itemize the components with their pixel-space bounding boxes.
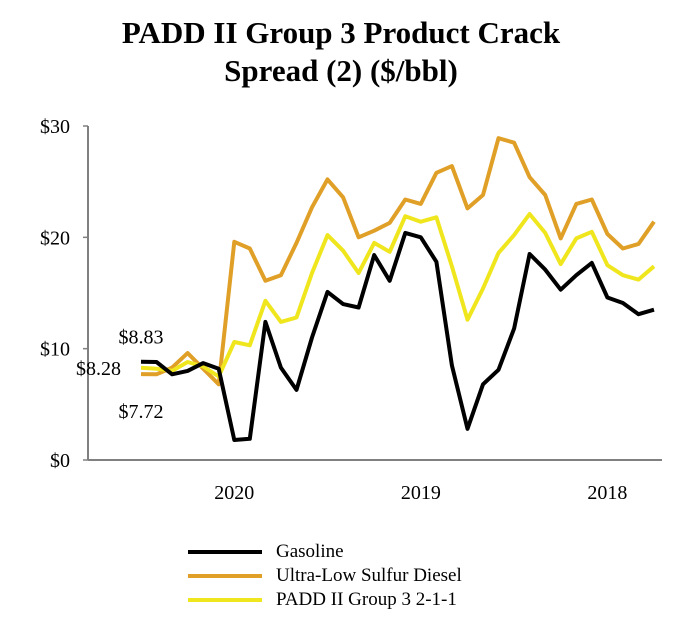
legend-swatch-group3-211	[188, 598, 262, 602]
legend-item-ulsd: Ultra-Low Sulfur Diesel	[188, 564, 462, 588]
chart-title-line-2: Spread (2) ($/bbl)	[224, 53, 458, 88]
chart-axes: $0 $10 $20 $30 2020 2019 2018	[40, 116, 662, 504]
chart-series	[140, 136, 656, 442]
legend-swatch-ulsd	[188, 574, 262, 578]
y-tick-label: $10	[40, 339, 70, 361]
data-label: $7.72	[119, 401, 164, 423]
legend-item-gasoline: Gasoline	[188, 540, 462, 564]
x-tick-label: 2020	[214, 482, 254, 504]
chart-title-line-1: PADD II Group 3 Product Crack	[121, 15, 561, 50]
y-tick-label: $0	[50, 450, 70, 472]
chart-legend: Gasoline Ultra-Low Sulfur Diesel PADD II…	[188, 540, 462, 612]
y-tick-label: $20	[40, 227, 70, 249]
legend-label-gasoline: Gasoline	[276, 541, 344, 562]
data-label: $8.83	[119, 327, 164, 349]
x-tick-label: 2018	[587, 482, 627, 504]
legend-label-group3-211: PADD II Group 3 2-1-1	[276, 589, 457, 610]
x-tick-label: 2019	[401, 482, 441, 504]
series-line-1	[140, 136, 656, 387]
legend-item-group3-211: PADD II Group 3 2-1-1	[188, 588, 462, 612]
legend-label-ulsd: Ultra-Low Sulfur Diesel	[276, 565, 462, 586]
legend-swatch-gasoline	[188, 550, 262, 554]
chart-annotations: $8.83 $8.28 $7.72	[76, 327, 164, 423]
chart-title: PADD II Group 3 Product Crack Spread (2)…	[0, 14, 682, 90]
y-tick-label: $30	[40, 116, 70, 138]
series-line-0	[140, 230, 655, 442]
series-line-2	[140, 212, 656, 379]
data-label: $8.28	[76, 358, 121, 380]
